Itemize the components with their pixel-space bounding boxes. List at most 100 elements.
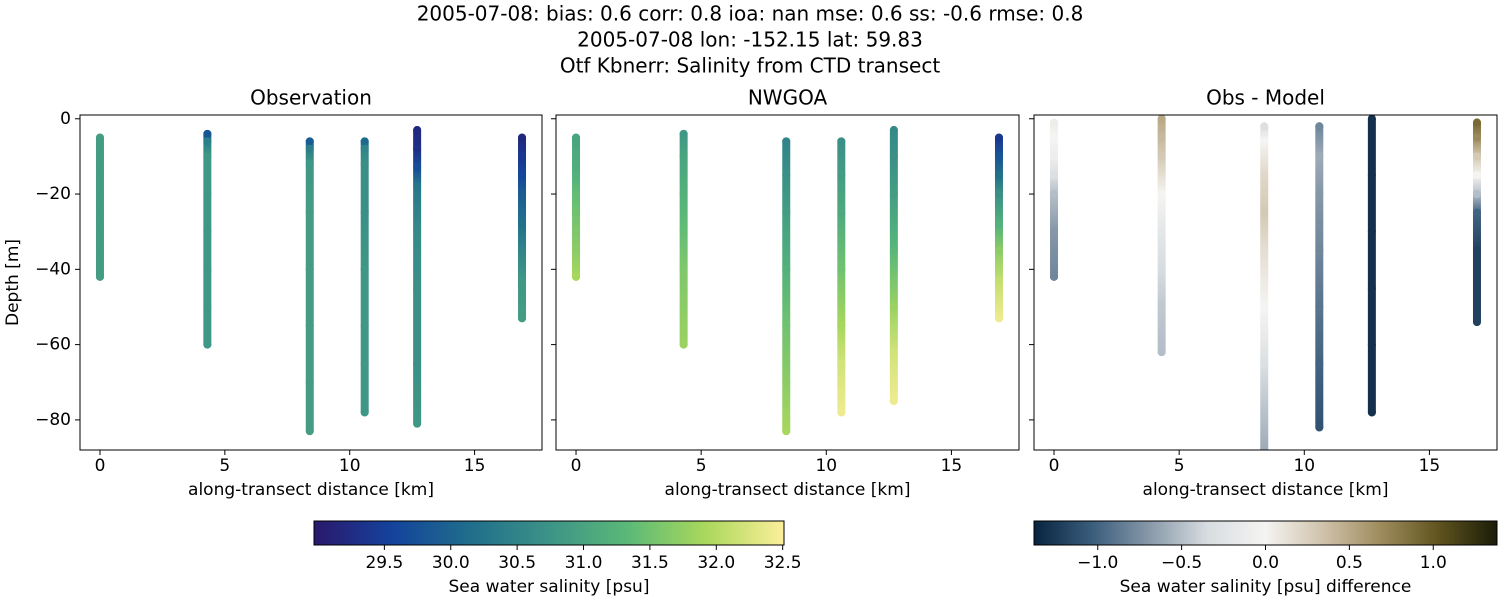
point bbox=[1157, 115, 1166, 123]
x-axis-label: along-transect distance [km] bbox=[665, 480, 911, 500]
point bbox=[413, 284, 422, 293]
point bbox=[889, 152, 898, 161]
point bbox=[1260, 137, 1269, 146]
point bbox=[518, 246, 527, 255]
point bbox=[305, 208, 314, 217]
point bbox=[679, 340, 688, 349]
point bbox=[305, 144, 314, 153]
colorbar bbox=[1033, 520, 1498, 546]
colorbar-tick-label: 30.5 bbox=[498, 553, 536, 573]
x-tick-label: 10 bbox=[339, 456, 361, 476]
point bbox=[1315, 423, 1324, 432]
point bbox=[679, 152, 688, 161]
point bbox=[305, 137, 314, 146]
panel-title: Observation bbox=[250, 86, 372, 110]
point bbox=[1050, 152, 1059, 161]
point bbox=[203, 302, 212, 311]
point bbox=[1315, 359, 1324, 368]
point bbox=[1315, 246, 1324, 255]
x-tick-label: 0 bbox=[1049, 456, 1060, 476]
point bbox=[518, 276, 527, 285]
point bbox=[1157, 227, 1166, 236]
point bbox=[1367, 115, 1376, 123]
point bbox=[837, 359, 846, 368]
colorbar-label: Sea water salinity [psu] bbox=[449, 577, 650, 597]
point bbox=[413, 144, 422, 153]
point bbox=[782, 137, 791, 146]
point bbox=[1260, 208, 1269, 217]
point bbox=[572, 133, 581, 142]
point bbox=[889, 348, 898, 357]
figure-title: 2005-07-08: bias: 0.6 corr: 0.8 ioa: nan… bbox=[417, 2, 1084, 26]
colorbar-tick-label: −0.5 bbox=[1161, 553, 1202, 573]
x-tick-label: 10 bbox=[1293, 456, 1315, 476]
colorbar-tick-label: 31.5 bbox=[631, 553, 669, 573]
point bbox=[994, 246, 1003, 255]
point bbox=[572, 171, 581, 180]
point bbox=[572, 208, 581, 217]
point bbox=[1157, 265, 1166, 274]
point bbox=[572, 246, 581, 255]
point bbox=[1050, 118, 1059, 127]
point bbox=[1260, 446, 1269, 450]
point bbox=[837, 265, 846, 274]
x-tick-label: 15 bbox=[464, 456, 486, 476]
point bbox=[1260, 171, 1269, 180]
point bbox=[203, 137, 212, 146]
point bbox=[1472, 318, 1481, 327]
point bbox=[95, 152, 104, 161]
point bbox=[994, 276, 1003, 285]
point bbox=[1157, 302, 1166, 311]
point bbox=[837, 321, 846, 330]
x-tick-label: 10 bbox=[815, 456, 837, 476]
point bbox=[1260, 359, 1269, 368]
colorbar-tick-label: 0.5 bbox=[1336, 553, 1363, 573]
x-tick-label: 15 bbox=[1419, 456, 1441, 476]
point bbox=[1050, 227, 1059, 236]
axes-frame bbox=[1033, 114, 1498, 451]
point bbox=[305, 265, 314, 274]
point bbox=[679, 190, 688, 199]
point bbox=[1472, 190, 1481, 199]
point bbox=[1315, 302, 1324, 311]
point bbox=[1472, 152, 1481, 161]
plot-area bbox=[95, 126, 527, 436]
colorbar bbox=[313, 520, 785, 546]
colorbar-tick-label: 0.0 bbox=[1252, 553, 1279, 573]
point bbox=[1050, 190, 1059, 199]
colorbar-tick-label: 31.0 bbox=[565, 553, 603, 573]
point bbox=[572, 152, 581, 161]
point bbox=[413, 419, 422, 428]
point bbox=[305, 159, 314, 168]
y-tick-label: −60 bbox=[35, 335, 71, 355]
point bbox=[203, 265, 212, 274]
panel-title: NWGOA bbox=[748, 86, 828, 110]
point bbox=[679, 302, 688, 311]
point bbox=[203, 129, 212, 138]
point bbox=[413, 182, 422, 191]
point bbox=[1367, 408, 1376, 417]
point bbox=[572, 227, 581, 236]
point bbox=[413, 359, 422, 368]
point bbox=[1260, 302, 1269, 311]
panel-title: Obs - Model bbox=[1206, 86, 1325, 110]
point bbox=[1315, 122, 1324, 131]
point bbox=[1472, 208, 1481, 217]
point bbox=[994, 171, 1003, 180]
colorbar-tick-label: −1.0 bbox=[1077, 553, 1118, 573]
x-tick-label: 5 bbox=[1174, 456, 1185, 476]
point bbox=[1157, 133, 1166, 142]
point bbox=[95, 227, 104, 236]
point bbox=[1472, 133, 1481, 142]
point bbox=[837, 137, 846, 146]
point bbox=[518, 190, 527, 199]
point bbox=[1367, 227, 1376, 236]
point bbox=[305, 427, 314, 436]
point bbox=[95, 272, 104, 281]
point bbox=[994, 190, 1003, 199]
point bbox=[782, 208, 791, 217]
point bbox=[518, 171, 527, 180]
point bbox=[360, 137, 369, 146]
point bbox=[413, 163, 422, 172]
figure-title: 2005-07-08 lon: -152.15 lat: 59.83 bbox=[577, 28, 923, 52]
